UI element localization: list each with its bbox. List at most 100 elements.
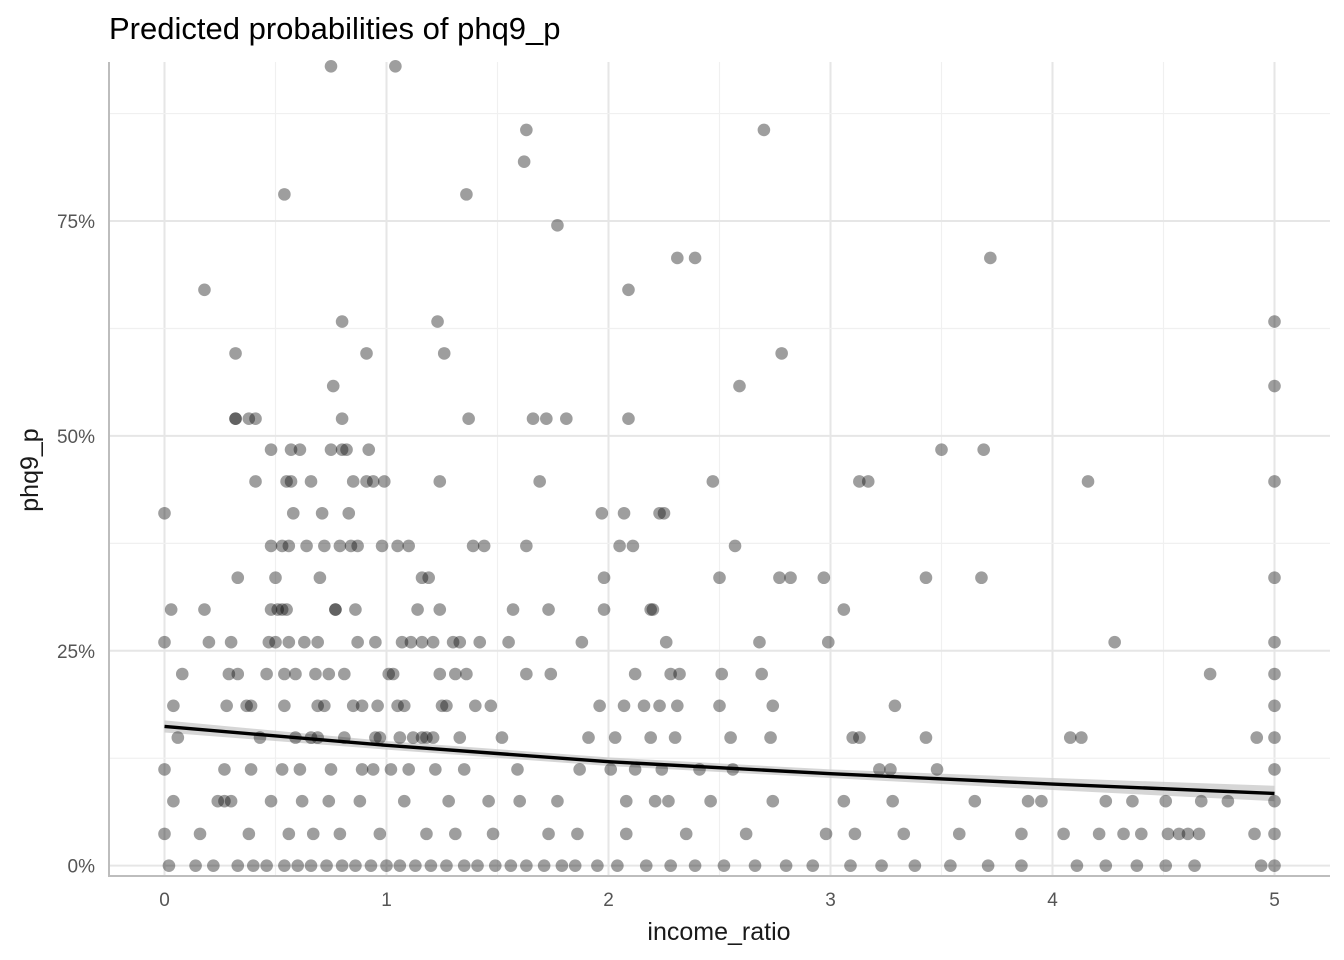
data-point [517, 155, 531, 169]
data-point [1035, 794, 1048, 808]
data-point [282, 539, 296, 553]
data-point [817, 571, 831, 585]
data-point [595, 506, 609, 520]
data-point [511, 763, 524, 776]
data-point [1203, 667, 1217, 681]
data-point [244, 763, 258, 776]
data-point [329, 603, 342, 616]
data-point [391, 699, 404, 713]
data-point [231, 667, 245, 681]
data-point [369, 635, 382, 649]
data-point [821, 635, 835, 649]
data-point [897, 827, 911, 841]
data-point [460, 667, 473, 681]
data-point [560, 412, 573, 426]
data-point [644, 603, 657, 616]
data-point [1099, 794, 1113, 808]
data-point [349, 603, 362, 616]
data-point [340, 443, 353, 456]
data-point [637, 699, 651, 713]
data-point [1021, 794, 1035, 808]
data-point [460, 188, 473, 201]
data-point [582, 731, 595, 744]
data-point [715, 667, 729, 681]
data-point [533, 475, 546, 488]
data-point [202, 635, 216, 649]
data-point [231, 571, 245, 585]
data-point [322, 794, 336, 808]
data-point [1248, 827, 1261, 841]
data-point [919, 731, 933, 744]
data-point [520, 123, 533, 137]
data-point [411, 603, 424, 616]
data-point [555, 859, 569, 872]
data-point [353, 794, 367, 808]
data-point [326, 379, 340, 393]
data-point [1081, 475, 1095, 488]
data-point [673, 667, 686, 681]
data-point [393, 859, 407, 872]
data-point [520, 859, 533, 872]
data-point [422, 571, 435, 585]
data-point [639, 859, 653, 872]
data-point [249, 412, 262, 426]
data-point [739, 827, 753, 841]
data-point [440, 699, 453, 713]
data-point [242, 827, 256, 841]
data-point [415, 731, 429, 744]
data-point [648, 794, 662, 808]
data-point [386, 667, 400, 681]
data-point [293, 763, 307, 776]
data-point [380, 859, 393, 872]
data-point [806, 859, 820, 872]
data-point [755, 667, 768, 681]
data-point [1075, 731, 1088, 744]
data-point [619, 827, 633, 841]
data-point [158, 763, 171, 776]
data-point [773, 571, 786, 585]
points-layer [158, 59, 1281, 872]
data-point [271, 603, 285, 616]
tick-labels: 0 1 2 3 4 50%25%50%75% [57, 212, 1280, 911]
data-point [1126, 794, 1139, 808]
data-point [488, 859, 502, 872]
data-point [1161, 827, 1175, 841]
data-point [355, 699, 369, 713]
x-tick-label: 5 [1269, 890, 1280, 911]
data-point [713, 699, 726, 713]
data-point [158, 506, 171, 520]
data-point [968, 794, 982, 808]
data-point [278, 667, 291, 681]
data-point [371, 699, 384, 713]
data-point [1181, 827, 1195, 841]
data-point [393, 731, 407, 744]
data-point [269, 635, 282, 649]
data-point [335, 412, 349, 426]
data-point [1254, 859, 1268, 872]
fit-line-layer [164, 724, 1275, 796]
fit-line [164, 724, 1275, 796]
data-point [597, 603, 611, 616]
data-point [717, 859, 731, 872]
data-point [1268, 475, 1281, 488]
data-point [764, 731, 777, 744]
data-point [628, 667, 642, 681]
data-point [1268, 571, 1281, 585]
data-point [873, 763, 886, 776]
data-point [679, 827, 693, 841]
x-tick-label: 2 [603, 890, 614, 911]
data-point [366, 763, 380, 776]
data-point [688, 251, 702, 265]
data-point [766, 699, 780, 713]
data-point [1159, 859, 1173, 872]
data-point [779, 859, 793, 872]
data-point [671, 251, 684, 265]
data-point [688, 859, 702, 872]
data-point [264, 443, 278, 456]
data-point [218, 794, 231, 808]
data-point [853, 731, 866, 744]
data-point [1092, 827, 1106, 841]
data-point [568, 859, 582, 872]
data-point [542, 603, 555, 616]
data-point [608, 731, 622, 744]
